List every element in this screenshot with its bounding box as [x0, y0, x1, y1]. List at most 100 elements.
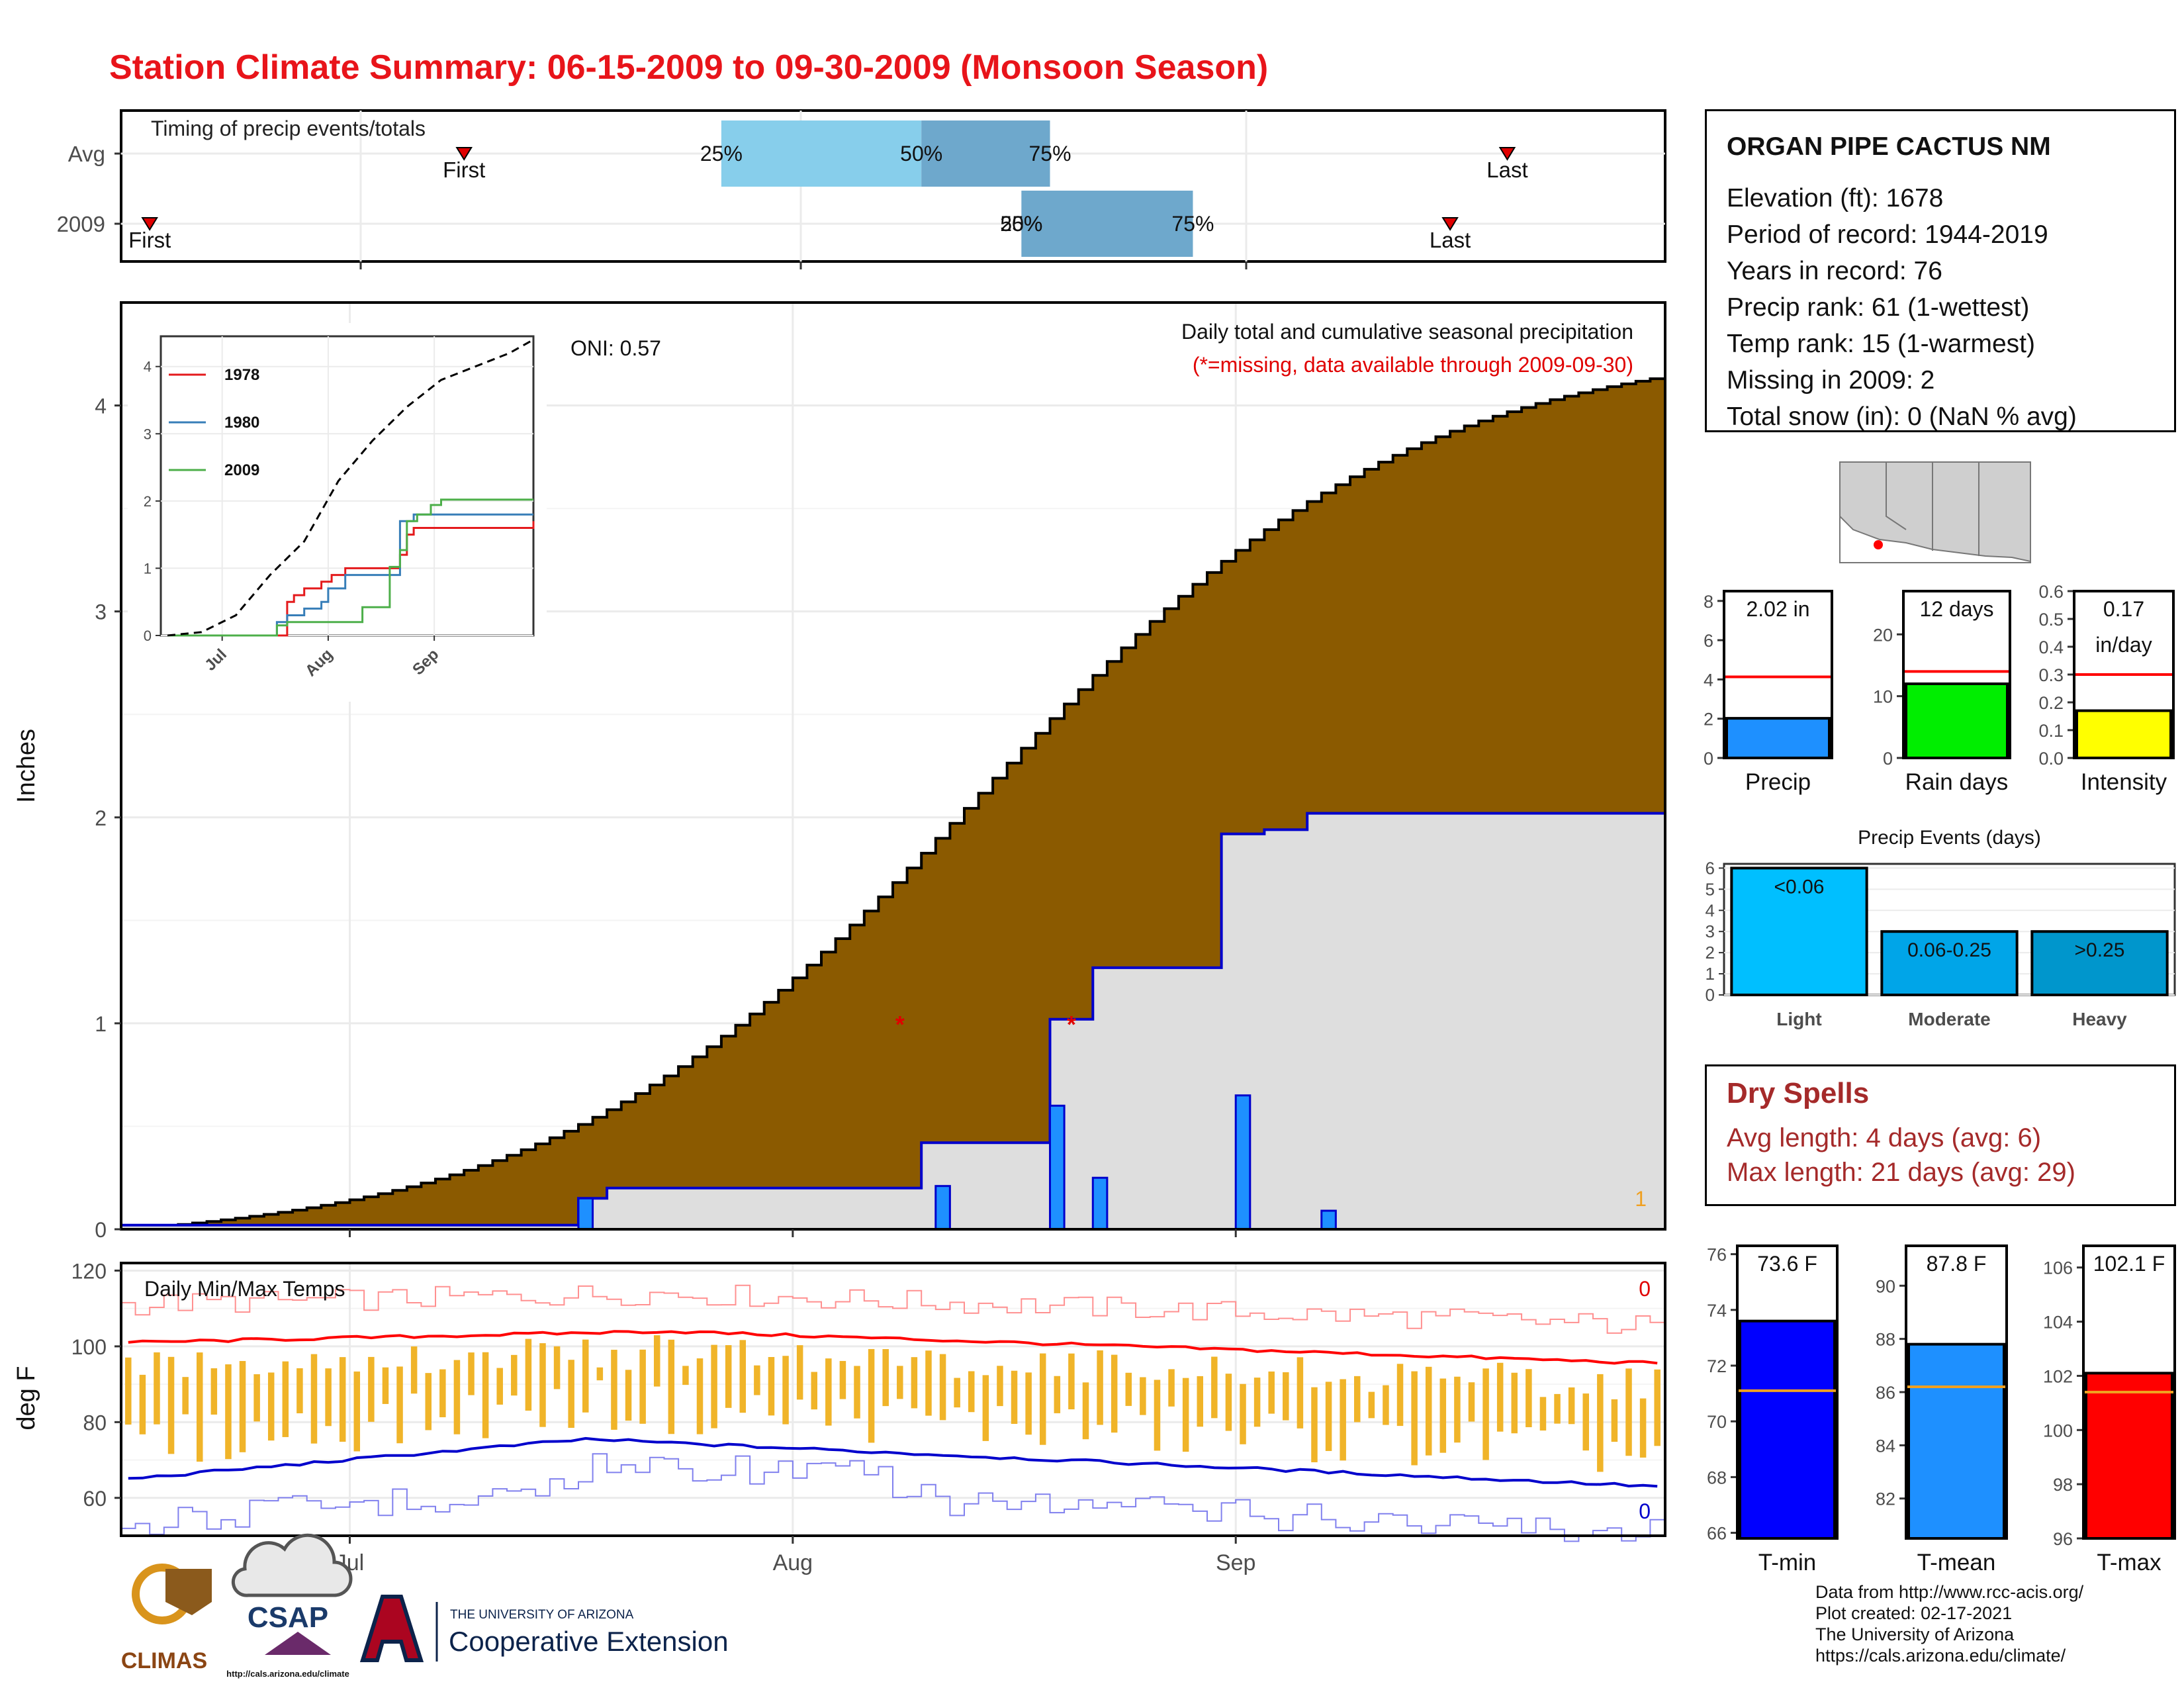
timing-2009-q75-label: 75%: [1171, 212, 1214, 236]
daily-precip-bar-0: [577, 1197, 594, 1231]
daily-temp-bar: [696, 1358, 704, 1434]
tmean-y-tick-label-1: 84: [1876, 1436, 1895, 1456]
daily-temp-bar: [825, 1358, 832, 1426]
daily-precip-bar-5: [1320, 1209, 1337, 1231]
daily-temp-bar: [210, 1368, 218, 1415]
tmin-bar: [1739, 1319, 1836, 1540]
tmax-y-tick-label-5: 106: [2043, 1258, 2073, 1278]
obs-cumulative-line: [121, 812, 1664, 1227]
tmean-bar: [1907, 1342, 2005, 1540]
precip-y-tick-label-3: 3: [95, 600, 107, 624]
daily-temp-bar: [325, 1368, 332, 1427]
precip_total-y-tick-label-0: 0: [1704, 749, 1713, 769]
station-precip-rank: Precip rank: 61 (1-wettest): [1727, 293, 2030, 322]
daily-temp-bar: [197, 1352, 203, 1462]
credit-plot-created: Plot created: 02-17-2021: [1815, 1603, 2013, 1623]
daily-temp-bar: [139, 1374, 146, 1434]
daily-temp-bar: [968, 1371, 975, 1413]
ua-logo-small-text: THE UNIVERSITY OF ARIZONA: [450, 1608, 634, 1622]
climas-logo: CLIMAS: [121, 1564, 212, 1673]
intensity-y-tick-label-2: 0.2: [2038, 693, 2064, 713]
tmax-value-label: 102.1 F: [2093, 1252, 2165, 1276]
temp-panel-label: Daily Min/Max Temps: [144, 1277, 345, 1301]
daily-temp-bar: [125, 1357, 132, 1425]
inset-y-tick-label-4: 4: [144, 359, 152, 375]
timing-avg-q75-label: 75%: [1028, 142, 1071, 165]
temp-count-min: 0: [1639, 1499, 1651, 1523]
daily-temp-bar: [1482, 1368, 1489, 1460]
precip_total-border: [1723, 590, 1833, 759]
csap-logo-text: CSAP: [248, 1601, 328, 1634]
intensity-value-label: 0.17: [2103, 597, 2144, 621]
daily-temp-bar: [1525, 1369, 1532, 1428]
timing-row-label-1: 2009: [57, 212, 105, 236]
temp-panel-border: [120, 1262, 1666, 1537]
timing-avg-q25-label: 25%: [700, 142, 743, 165]
station-name: ORGAN PIPE CACTUS NM: [1727, 132, 2051, 161]
daily-temp-bar: [1496, 1362, 1504, 1432]
rain_days-value-label: 12 days: [1919, 597, 1993, 621]
inset-series-line-1978: [167, 521, 535, 637]
station-temp-rank: Temp rank: 15 (1-warmest): [1727, 330, 2035, 358]
daily-temp-bar: [382, 1367, 389, 1404]
daily-temp-bar: [296, 1368, 303, 1414]
station-period: Period of record: 1944-2019: [1727, 220, 2048, 249]
rain_days-category-label: Rain days: [1905, 769, 2009, 795]
tmax-y-tick-label-4: 104: [2043, 1313, 2073, 1333]
daily-temp-bar: [1182, 1378, 1189, 1452]
daily-temp-bar: [1597, 1374, 1604, 1472]
daily-temp-bar: [1225, 1374, 1232, 1431]
station-snow: Total snow (in): 0 (NaN % avg): [1727, 402, 2077, 431]
precip-events-category-0: Light: [1776, 1009, 1821, 1029]
timing-last-label-1: Last: [1430, 228, 1471, 252]
ua-logo: THE UNIVERSITY OF ARIZONA Cooperative Ext…: [359, 1595, 729, 1662]
oni-annotation: ONI: 0.57: [570, 336, 661, 360]
intensity-y-tick-label-0: 0.0: [2038, 749, 2064, 769]
daily-temp-bar: [1253, 1378, 1261, 1427]
daily-temp-bar: [1325, 1382, 1332, 1451]
inset-y-tick-label-1: 1: [144, 560, 152, 577]
daily-temp-bar: [754, 1365, 760, 1395]
daily-temp-bar: [854, 1366, 860, 1419]
temp-count-max: 0: [1639, 1277, 1651, 1301]
rain_days-border: [1902, 590, 2011, 759]
timing-row-label-0: Avg: [68, 142, 105, 166]
daily-temp-bar: [1411, 1371, 1418, 1466]
tmean-y-tick-label-3: 88: [1876, 1330, 1895, 1350]
station-elevation: Elevation (ft): 1678: [1727, 184, 1944, 212]
daily-temp-bar: [997, 1366, 1003, 1407]
precip-events-y-tick-label-1: 1: [1706, 964, 1715, 984]
dry-spells-panel: Dry Spells Avg length: 4 days (avg: 6) M…: [1705, 1064, 2176, 1206]
daily-temp-bar: [1054, 1376, 1061, 1413]
inset-y-tick-label-3: 3: [144, 426, 152, 442]
timing-q2-bar-0: [921, 120, 1050, 187]
daily-temp-bar: [1554, 1393, 1561, 1424]
timing-last-marker-0: [1498, 147, 1516, 161]
daily-temp-bar: [668, 1339, 675, 1434]
daily-temp-bar: [511, 1354, 518, 1396]
tmax-y-tick-label-2: 100: [2043, 1421, 2073, 1440]
rain_days-y-tick-label-2: 20: [1873, 625, 1893, 645]
inset-panel: [159, 335, 535, 637]
tmin-y-tick-label-0: 66: [1707, 1524, 1727, 1544]
daily-temp-bar: [1125, 1372, 1132, 1406]
daily-temp-bar: [954, 1378, 960, 1408]
daily-temp-bar: [1025, 1372, 1032, 1435]
tmean-y-tick-label-0: 82: [1876, 1489, 1895, 1509]
daily-temp-bar: [1211, 1356, 1218, 1419]
daily-temp-bar: [482, 1352, 489, 1438]
daily-temp-bar: [1582, 1393, 1589, 1451]
intensity-y-tick-label-1: 0.1: [2038, 721, 2064, 741]
missing-marker-0: *: [895, 1011, 905, 1038]
tmin-category-label: T-min: [1758, 1550, 1817, 1575]
inset-y-tick-label-2: 2: [144, 493, 152, 510]
dry-spells-avg: Avg length: 4 days (avg: 6): [1727, 1123, 2042, 1152]
daily-temp-bar: [639, 1349, 646, 1424]
tmin-border: [1736, 1244, 1839, 1540]
intensity-y-tick-label-4: 0.4: [2038, 637, 2064, 657]
precip-events-y-tick-label-2: 2: [1706, 943, 1715, 962]
avg-cumulative-line: [121, 377, 1664, 1231]
tmean-border: [1905, 1244, 2008, 1540]
precip-events-bar-moderate: [1880, 930, 2019, 997]
precip-y-tick-label-1: 1: [95, 1012, 107, 1036]
